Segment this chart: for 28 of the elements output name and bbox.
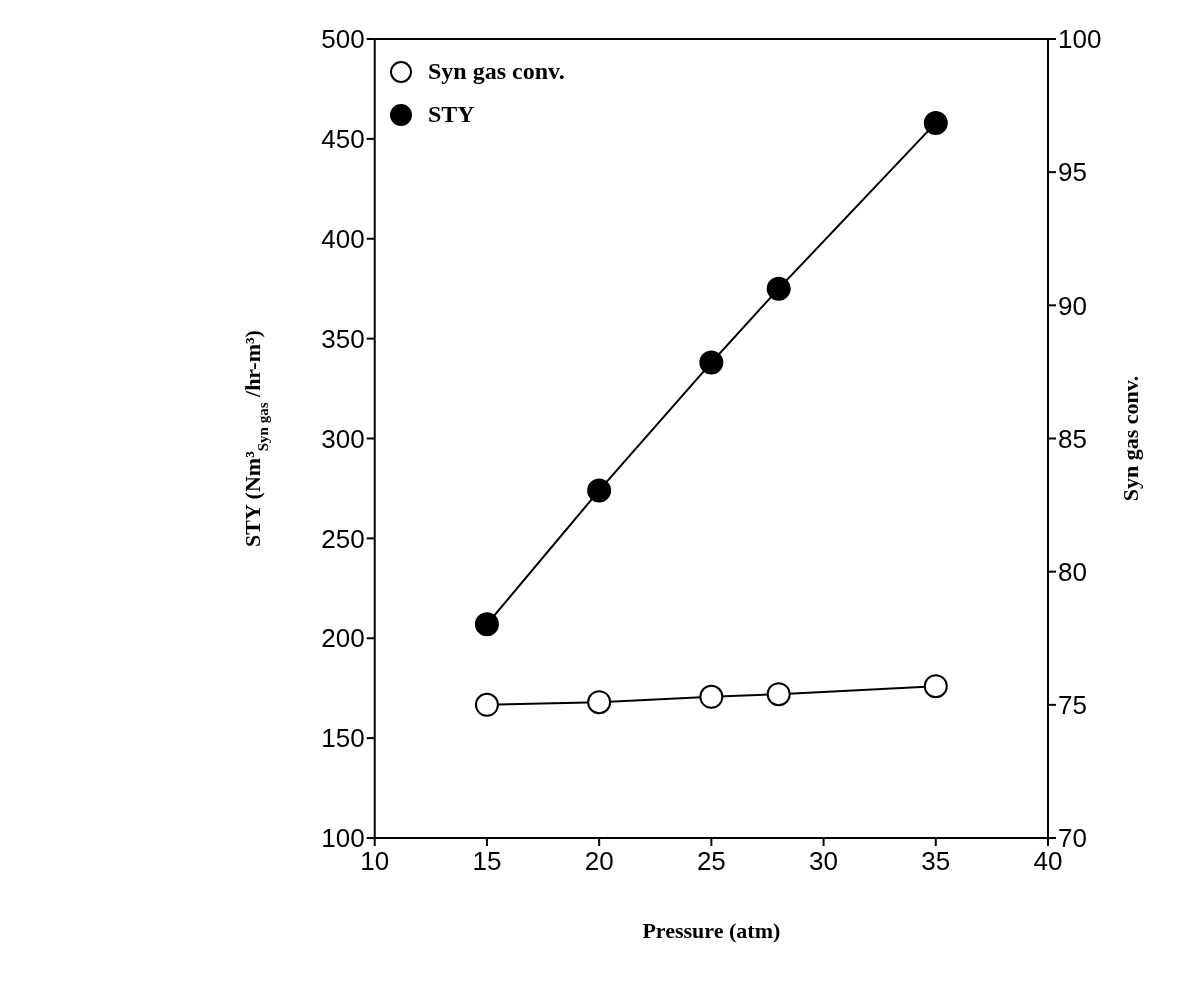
x-tick-label: 30 [809, 846, 839, 877]
y-tick-label: 200 [321, 623, 365, 654]
point [699, 350, 724, 375]
x-axis-title: Pressure (atm) [642, 918, 781, 943]
y2-tick-label: 90 [1058, 290, 1087, 321]
y-tick-label: 400 [321, 223, 365, 254]
y-tick-label: 250 [321, 523, 365, 554]
x-tick-label: 35 [921, 846, 951, 877]
y2-tick-label: 100 [1058, 24, 1102, 55]
y-tick-label: 150 [321, 723, 365, 754]
y-tick-label: 500 [321, 24, 365, 55]
point [923, 110, 948, 135]
y2-tick-label: 75 [1058, 690, 1087, 721]
y2-tick-label: 85 [1058, 423, 1087, 454]
x-tick-label: 25 [696, 846, 726, 877]
legend-label: STY [428, 101, 475, 128]
y-tick-label: 300 [321, 423, 365, 454]
legend-label: Syn gas conv. [428, 58, 565, 85]
y2-tick-label: 95 [1058, 157, 1087, 188]
point [474, 612, 499, 637]
point [587, 478, 612, 503]
y2-tick-label: 80 [1058, 556, 1087, 587]
x-tick-label: 15 [472, 846, 502, 877]
y-tick-label: 450 [321, 124, 365, 155]
y-tick-label: 350 [321, 323, 365, 354]
point [766, 276, 791, 301]
y2-axis-title: Syn gas conv. [1118, 375, 1143, 502]
x-tick-label: 20 [584, 846, 614, 877]
